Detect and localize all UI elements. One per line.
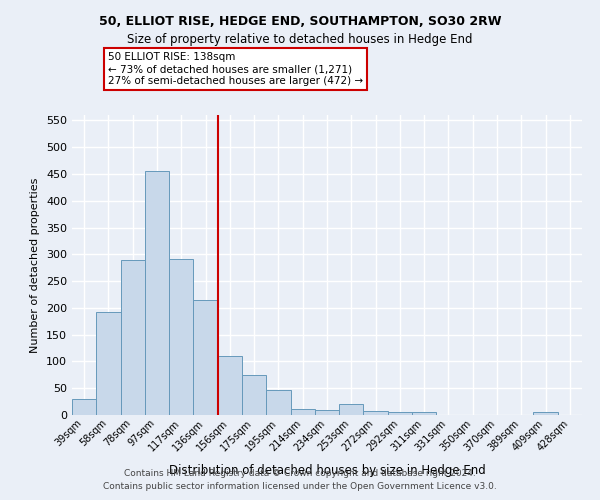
Text: 50, ELLIOT RISE, HEDGE END, SOUTHAMPTON, SO30 2RW: 50, ELLIOT RISE, HEDGE END, SOUTHAMPTON,… bbox=[99, 15, 501, 28]
Text: Size of property relative to detached houses in Hedge End: Size of property relative to detached ho… bbox=[127, 32, 473, 46]
Bar bbox=[290, 408, 315, 415]
X-axis label: Distribution of detached houses by size in Hedge End: Distribution of detached houses by size … bbox=[169, 464, 485, 477]
Y-axis label: Number of detached properties: Number of detached properties bbox=[31, 178, 40, 352]
Bar bbox=[388, 412, 412, 415]
Bar bbox=[145, 171, 169, 415]
Bar bbox=[533, 412, 558, 415]
Bar bbox=[193, 300, 218, 415]
Bar bbox=[121, 260, 145, 415]
Bar bbox=[364, 410, 388, 415]
Text: 50 ELLIOT RISE: 138sqm
← 73% of detached houses are smaller (1,271)
27% of semi-: 50 ELLIOT RISE: 138sqm ← 73% of detached… bbox=[108, 52, 363, 86]
Bar bbox=[96, 312, 121, 415]
Bar bbox=[266, 390, 290, 415]
Bar bbox=[218, 356, 242, 415]
Bar bbox=[242, 375, 266, 415]
Bar bbox=[315, 410, 339, 415]
Bar bbox=[72, 399, 96, 415]
Bar bbox=[339, 404, 364, 415]
Text: Contains HM Land Registry data © Crown copyright and database right 2024.: Contains HM Land Registry data © Crown c… bbox=[124, 468, 476, 477]
Bar bbox=[169, 258, 193, 415]
Text: Contains public sector information licensed under the Open Government Licence v3: Contains public sector information licen… bbox=[103, 482, 497, 491]
Bar bbox=[412, 412, 436, 415]
